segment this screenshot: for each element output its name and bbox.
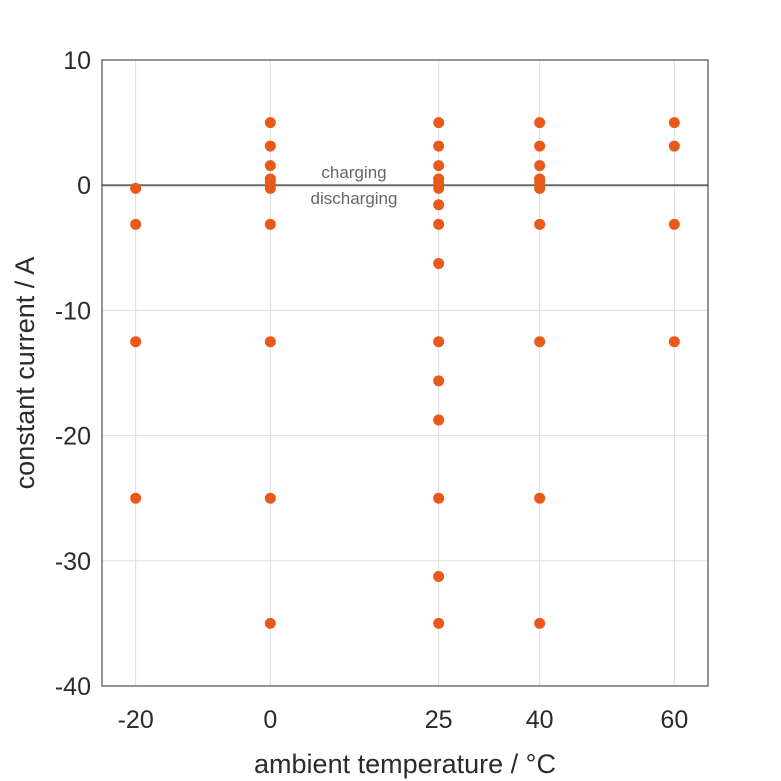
data-point [534, 160, 546, 172]
data-point [433, 617, 445, 629]
data-point [433, 336, 445, 348]
y-tick-label: -40 [55, 673, 91, 701]
data-point [534, 336, 546, 348]
data-point [433, 218, 445, 230]
data-point [264, 617, 276, 629]
data-point [534, 218, 546, 230]
data-point [130, 492, 142, 504]
data-point [433, 117, 445, 129]
x-tick-label: 25 [425, 706, 453, 734]
data-point [668, 218, 680, 230]
annotation-charging: charging [321, 163, 386, 182]
data-point [534, 140, 546, 152]
x-tick-label: -20 [118, 706, 154, 734]
data-point [534, 492, 546, 504]
data-point [433, 375, 445, 387]
data-point [433, 257, 445, 269]
y-tick-label: -30 [55, 548, 91, 576]
data-point [433, 160, 445, 172]
data-point [534, 182, 546, 194]
data-point [130, 218, 142, 230]
plot-frame [101, 59, 709, 687]
data-point [534, 617, 546, 629]
data-point [534, 117, 546, 129]
data-point [264, 492, 276, 504]
y-tick-labels: -40 -30 -20 -10 0 10 [55, 47, 91, 701]
y-axis-label: constant current / A [10, 257, 40, 490]
y-tick-label: -20 [55, 423, 91, 451]
data-point [264, 117, 276, 129]
data-point [668, 336, 680, 348]
data-point [433, 570, 445, 582]
data-point [264, 336, 276, 348]
data-point [433, 140, 445, 152]
x-tick-label: 60 [660, 706, 688, 734]
data-point [433, 182, 445, 194]
data-point [668, 140, 680, 152]
y-tick-label: -10 [55, 297, 91, 325]
data-point [264, 140, 276, 152]
data-point [433, 199, 445, 211]
data-point [264, 182, 276, 194]
data-points [130, 117, 680, 629]
plot-background [102, 60, 708, 686]
annotation-discharging: discharging [311, 189, 398, 208]
y-tick-label: 0 [77, 172, 91, 200]
data-point [130, 182, 142, 194]
data-point [668, 117, 680, 129]
data-point [130, 336, 142, 348]
data-point [433, 492, 445, 504]
x-tick-labels: -20 0 25 40 60 [118, 706, 689, 734]
data-point [264, 160, 276, 172]
y-tick-label: 10 [63, 47, 91, 75]
x-tick-label: 40 [526, 706, 554, 734]
x-tick-label: 0 [263, 706, 277, 734]
data-point [433, 414, 445, 426]
x-axis-label: ambient temperature / °C [254, 749, 556, 779]
data-point [264, 218, 276, 230]
